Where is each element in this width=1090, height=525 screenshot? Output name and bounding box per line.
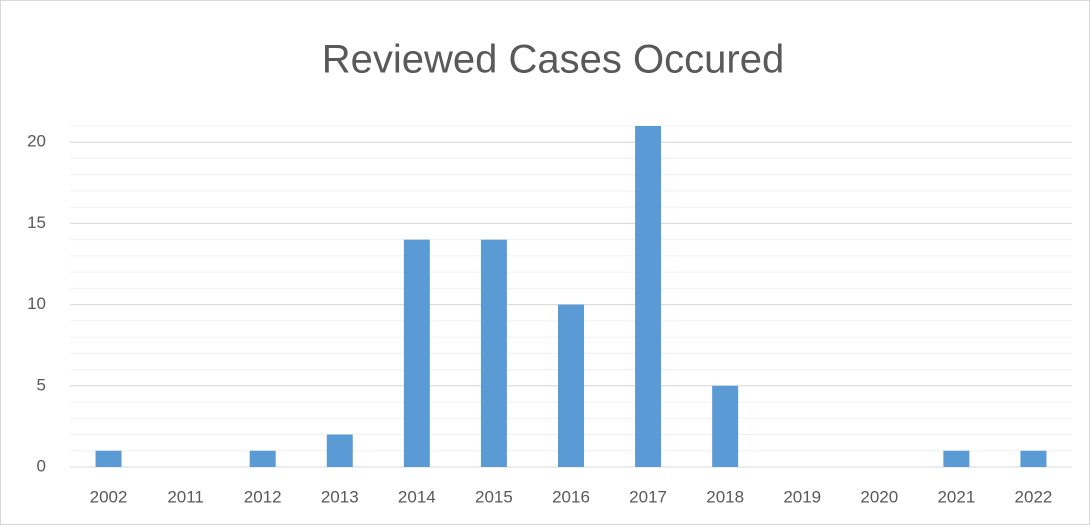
x-tick-label: 2016	[552, 487, 590, 506]
x-tick-label: 2011	[167, 487, 204, 506]
bar	[326, 434, 353, 467]
y-tick-label: 20	[27, 132, 46, 151]
y-tick-label: 10	[27, 294, 46, 313]
y-tick-label: 5	[37, 375, 46, 394]
x-tick-label: 2019	[783, 487, 821, 506]
x-tick-label: 2014	[398, 487, 436, 506]
x-tick-label: 2002	[90, 487, 128, 506]
bar	[480, 239, 507, 467]
bar	[943, 450, 970, 467]
bar	[95, 450, 122, 467]
y-tick-label: 15	[27, 213, 46, 232]
x-tick-label: 2012	[244, 487, 282, 506]
x-tick-label: 2013	[321, 487, 359, 506]
bar	[1020, 450, 1047, 467]
x-tick-label: 2017	[629, 487, 667, 506]
y-tick-label: 0	[37, 456, 46, 475]
bar	[712, 385, 739, 467]
x-tick-label: 2020	[860, 487, 898, 506]
x-tick-label: 2021	[937, 487, 975, 506]
bar	[403, 239, 430, 467]
chart-title: Reviewed Cases Occured	[322, 38, 784, 82]
bar	[249, 450, 276, 467]
x-tick-label: 2018	[706, 487, 744, 506]
x-tick-label: 2015	[475, 487, 513, 506]
bar	[635, 126, 662, 467]
x-tick-label: 2022	[1015, 487, 1053, 506]
bar	[558, 304, 584, 467]
